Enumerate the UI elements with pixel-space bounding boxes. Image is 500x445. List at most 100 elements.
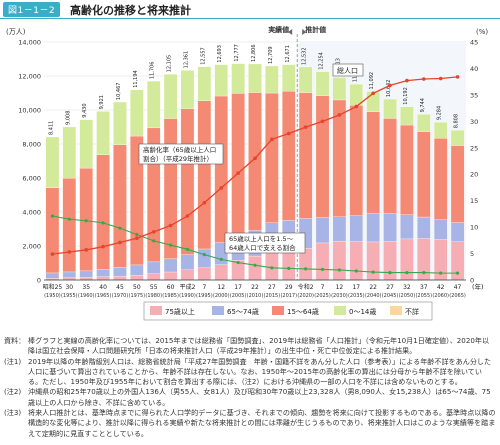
bar-segment	[383, 213, 397, 242]
bar-segment	[96, 154, 110, 270]
aging-rate-point	[388, 83, 392, 88]
x-tick-year: (2065)	[449, 293, 466, 299]
bar-segment	[265, 92, 279, 223]
aging-rate-point	[84, 248, 88, 252]
aging-rate-point	[354, 104, 359, 109]
support-ratio-point	[354, 269, 358, 273]
bar-total-label: 12,254	[319, 52, 325, 70]
bar-segment	[180, 254, 195, 270]
x-tick-era: 55	[150, 284, 158, 291]
bar-total-label: 10,467	[116, 83, 122, 100]
aging-rate-point	[101, 244, 105, 249]
bar-segment	[214, 264, 228, 281]
legend-label: 0～14歳	[349, 307, 376, 316]
bar-total-label: 12,777	[234, 44, 240, 62]
phase-projection-label: 推計値	[305, 25, 326, 34]
x-tick-era: 平成2	[180, 283, 196, 291]
x-tick-era: 32	[403, 284, 411, 291]
aging-rate-point	[219, 186, 224, 190]
x-tick-year: (2000)	[213, 293, 230, 299]
bar-segment	[113, 101, 127, 145]
total-pop-callout-box	[332, 63, 364, 77]
support-ratio-point	[219, 257, 223, 261]
y2-tick-label: 40	[470, 65, 478, 73]
note-source: 資料： 棒グラフと実線の高齢化率については、2015年までは総務省「国勢調査」、…	[4, 336, 496, 357]
bar-total-label: 9,744	[420, 98, 426, 112]
x-tick-year: (1970)	[112, 293, 129, 299]
bar-segment	[315, 217, 330, 244]
x-tick-era: 35	[82, 284, 90, 291]
x-tick-era: 17	[234, 284, 242, 291]
bar-segment	[130, 275, 144, 281]
bar-segment	[180, 70, 195, 109]
bar-segment	[315, 95, 330, 218]
bar-segment	[96, 276, 110, 281]
bar-segment	[417, 216, 431, 239]
y-tick-label: 14,000	[18, 39, 41, 47]
aging-rate-callout-line1: 高齢化率（65歳以上人口	[143, 145, 216, 154]
note-2: (注2) 沖縄県の昭和25年70歳以上の外国人136人（男55人、女81人）及び…	[4, 387, 496, 408]
bar-segment	[45, 136, 60, 188]
aging-rate-point	[422, 77, 426, 81]
bar-segment	[231, 63, 245, 94]
y2-tick-label: 25	[470, 144, 478, 152]
x-tick-year: (1990)	[179, 293, 196, 299]
x-tick-year: (2045)	[382, 293, 399, 299]
bar-segment	[400, 124, 414, 215]
note-text: 沖縄県の昭和25年70歳以上の外国人136人（男55人、女81人）及び昭和30年…	[28, 387, 491, 407]
support-ratio-point	[287, 266, 291, 270]
aging-rate-point	[270, 137, 274, 142]
y2-tick-label: 20	[470, 171, 478, 179]
bar-segment	[366, 111, 380, 214]
bar-segment	[45, 187, 60, 274]
aging-rate-point	[168, 223, 173, 228]
bar-total-label: 9,284	[437, 106, 443, 120]
bar-segment	[113, 144, 127, 268]
bar-total-label: 11,706	[150, 62, 156, 80]
x-tick-era: 7	[202, 284, 206, 291]
figure-title: 高齢化の推移と将来推計	[70, 4, 191, 17]
bar-segment	[433, 219, 448, 240]
bar-segment	[298, 66, 313, 93]
bar-segment	[265, 65, 279, 94]
y2-tick-label: 15	[470, 197, 478, 205]
bar-segment	[130, 264, 144, 276]
x-tick-era: 50	[133, 284, 141, 291]
support-ratio-point	[371, 270, 375, 274]
bar-total-label: 11,194	[133, 70, 139, 88]
bar-segment	[248, 92, 262, 231]
left-axis-unit: (万人)	[6, 28, 26, 36]
bar-segment	[315, 242, 330, 281]
bar-segment	[96, 269, 110, 277]
bar-segment	[450, 222, 465, 242]
bar-segment	[366, 213, 380, 243]
aging-rate-point	[253, 156, 257, 161]
legend-swatch	[334, 306, 346, 315]
x-tick-era: 12	[336, 284, 344, 291]
note-key: (注3)	[4, 407, 22, 417]
legend-label: 65～74歳	[227, 307, 259, 316]
x-tick-year: (2035)	[348, 293, 365, 299]
bar-segment	[180, 269, 195, 281]
support-ratio-point	[135, 232, 139, 237]
support-ratio-callout-box	[224, 232, 306, 254]
x-tick-era: 47	[454, 284, 462, 291]
support-ratio-point	[337, 268, 341, 272]
y2-tick-label: 30	[470, 118, 478, 126]
x-tick-year: (2055)	[415, 293, 432, 299]
support-ratio-point	[202, 253, 206, 257]
legend-swatch	[212, 306, 224, 315]
x-tick-era: 27	[268, 284, 276, 291]
aging-rate-point	[286, 131, 291, 136]
bar-segment	[417, 131, 431, 218]
bar-segment	[332, 240, 347, 281]
right-axis-unit: (%)	[476, 28, 488, 36]
support-ratio-callout-line2: 64歳人口で支える割合	[229, 243, 296, 252]
bar-total-label: 10,192	[403, 87, 409, 105]
y-tick-label: 10,000	[18, 107, 41, 115]
bar-segment	[231, 93, 245, 237]
total-pop-callout: 総人口	[337, 66, 358, 75]
bar-total-label: 12,671	[285, 45, 291, 63]
bar-segment	[248, 255, 262, 281]
bar-segment	[332, 77, 347, 101]
